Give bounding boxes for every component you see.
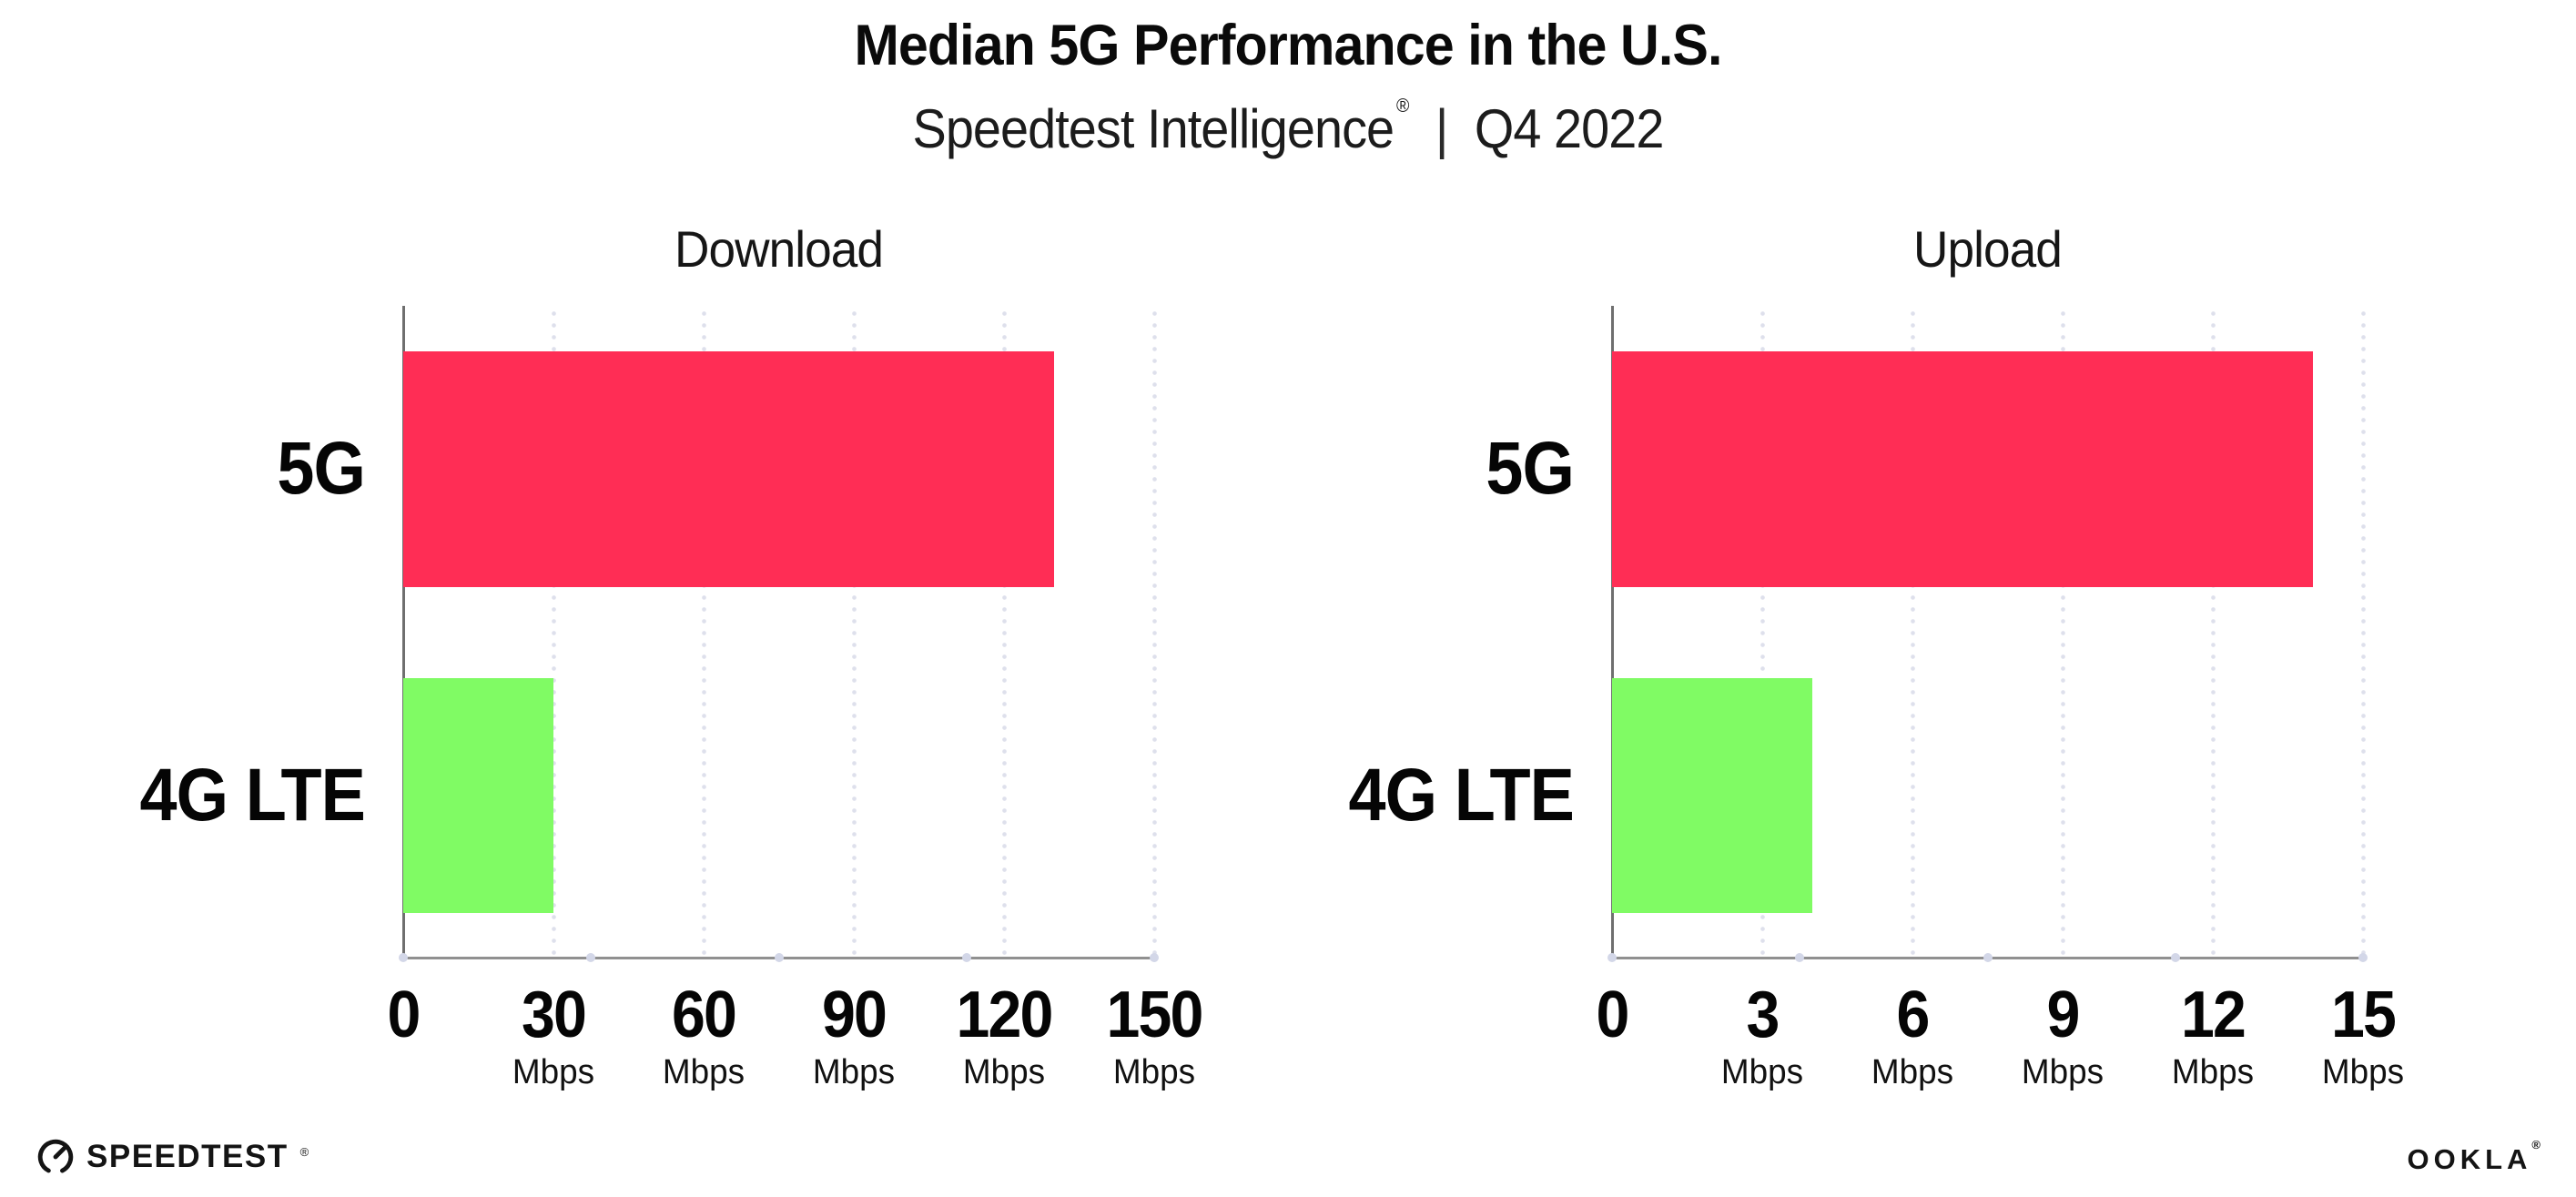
ookla-wordmark: OOKLA	[2407, 1143, 2532, 1175]
upload-category-label-5g: 5G	[1486, 427, 1575, 510]
x-tick-6: 6 Mbps	[1871, 959, 1955, 1090]
upload-category-label-4g-lte: 4G LTE	[1348, 754, 1575, 837]
x-tick-3: 3 Mbps	[1720, 959, 1805, 1090]
subtitle-divider: |	[1435, 98, 1448, 160]
gridline-90	[851, 308, 857, 959]
download-bar-5g	[403, 351, 1054, 587]
x-tick-unit: Mbps	[1871, 1053, 1954, 1091]
speedtest-gauge-icon	[37, 1139, 74, 1175]
x-tick-value: 90	[821, 979, 887, 1051]
download-bar-4g-lte	[403, 678, 553, 913]
gridline-150	[1151, 308, 1157, 959]
ookla-registered-mark: ®	[2531, 1138, 2545, 1151]
gridline-12	[2210, 308, 2216, 959]
x-tick-unit: Mbps	[662, 1053, 745, 1091]
upload-chart: Upload 5G 4G LTE 0 3 Mbps 6 Mbps 9 Mbps 12 Mbps 1…	[1349, 220, 2405, 1090]
ookla-logo: OOKLA®	[2407, 1138, 2545, 1176]
x-tick-60: 60 Mbps	[662, 959, 746, 1090]
gridline-15	[2360, 308, 2366, 959]
x-tick-120: 120 Mbps	[952, 959, 1056, 1090]
axis-marker-dot	[774, 953, 784, 962]
x-tick-value: 60	[671, 979, 737, 1051]
header: Median 5G Performance in the U.S. Speedt…	[0, 0, 2576, 160]
upload-chart-title: Upload	[1913, 220, 2063, 278]
axis-marker-dot	[1607, 953, 1617, 962]
subtitle-brand: Speedtest Intelligence	[912, 98, 1395, 160]
gridline-3	[1760, 308, 1765, 959]
x-tick-unit: Mbps	[1112, 1053, 1196, 1091]
axis-marker-dot	[586, 953, 596, 962]
speedtest-logo: SPEEDTEST ®	[36, 1138, 309, 1176]
x-tick-unit: Mbps	[812, 1053, 896, 1091]
x-tick-150: 150 Mbps	[1102, 959, 1206, 1090]
download-plot-area: 0 30 Mbps 60 Mbps 90 Mbps 120 Mbps 150 Mbps	[387, 306, 1203, 1090]
gridline-30	[551, 308, 556, 959]
upload-bar-5g	[1612, 351, 2313, 587]
axis-marker-dot	[1983, 953, 1993, 962]
x-tick-value: 15	[2330, 979, 2397, 1051]
upload-plot-area: 0 3 Mbps 6 Mbps 9 Mbps 12 Mbps 15 Mbps	[1596, 306, 2404, 1090]
axis-marker-dot	[961, 953, 971, 962]
x-tick-9: 9 Mbps	[2021, 959, 2105, 1090]
x-tick-value: 12	[2180, 979, 2246, 1051]
gridline-60	[701, 308, 706, 959]
upload-y-axis-line	[1611, 306, 1614, 959]
axis-marker-dot	[399, 953, 408, 962]
x-tick-value: 0	[1596, 979, 1629, 1051]
x-tick-unit: Mbps	[512, 1053, 595, 1091]
x-tick-0: 0	[386, 959, 421, 1048]
x-tick-30: 30 Mbps	[512, 959, 596, 1090]
upload-bar-4g-lte	[1612, 678, 1812, 913]
x-tick-0: 0	[1595, 959, 1629, 1048]
axis-marker-dot	[2358, 953, 2368, 962]
x-tick-unit: Mbps	[962, 1053, 1046, 1091]
download-category-label-4g-lte: 4G LTE	[139, 754, 366, 837]
x-tick-value: 150	[1106, 979, 1203, 1051]
x-tick-value: 6	[1896, 979, 1930, 1051]
axis-marker-dot	[1795, 953, 1805, 962]
x-tick-15: 15 Mbps	[2321, 959, 2406, 1090]
x-tick-90: 90 Mbps	[812, 959, 897, 1090]
gridline-6	[1910, 308, 1915, 959]
x-tick-value: 120	[956, 979, 1053, 1051]
page-subtitle: Speedtest Intelligence ® | Q4 2022	[90, 96, 2486, 160]
download-y-axis-line	[402, 306, 405, 959]
x-tick-12: 12 Mbps	[2171, 959, 2256, 1090]
x-tick-value: 9	[2046, 979, 2080, 1051]
registered-trademark-mark: ®	[1395, 96, 1409, 117]
axis-marker-dot	[1150, 953, 1159, 962]
gridline-9	[2060, 308, 2065, 959]
x-tick-unit: Mbps	[2171, 1053, 2255, 1091]
speedtest-registered-mark: ®	[299, 1144, 309, 1159]
x-tick-value: 0	[387, 979, 421, 1051]
download-chart-title: Download	[674, 220, 884, 278]
download-chart: Download 5G 4G LTE 0 30 Mbps 60 Mbps 90 Mbps 12…	[140, 220, 1204, 1090]
x-tick-unit: Mbps	[1720, 1053, 1804, 1091]
gridline-120	[1001, 308, 1007, 959]
download-category-label-5g: 5G	[277, 427, 366, 510]
x-tick-value: 3	[1746, 979, 1780, 1051]
speedtest-wordmark: SPEEDTEST	[86, 1139, 289, 1174]
axis-marker-dot	[2170, 953, 2180, 962]
page-title: Median 5G Performance in the U.S.	[854, 14, 1723, 77]
x-tick-unit: Mbps	[2021, 1053, 2104, 1091]
subtitle-period: Q4 2022	[1474, 98, 1664, 160]
x-tick-unit: Mbps	[2321, 1053, 2405, 1091]
x-tick-value: 30	[521, 979, 587, 1051]
